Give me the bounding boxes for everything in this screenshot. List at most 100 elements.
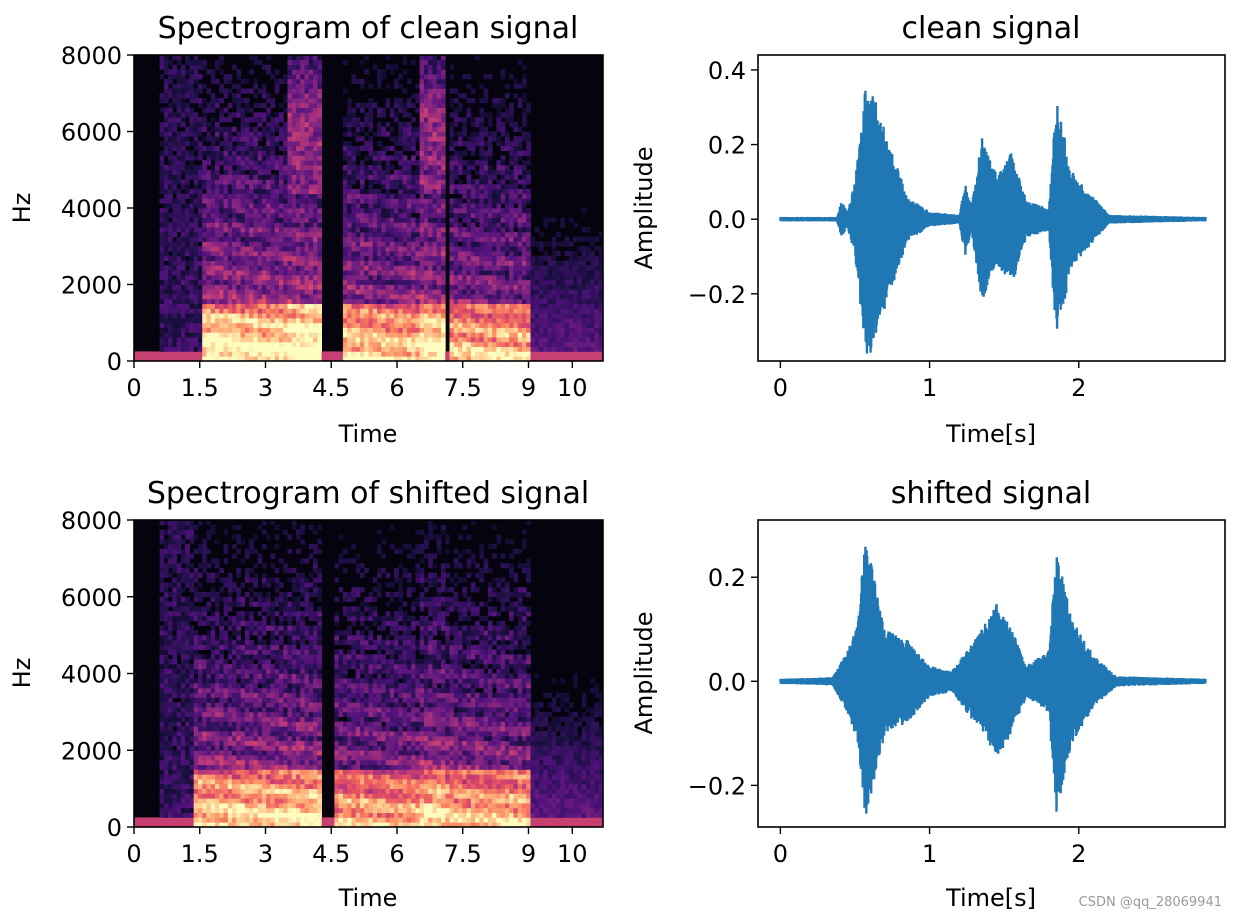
heatmap-cell bbox=[308, 270, 314, 276]
heatmap-cell bbox=[423, 332, 429, 338]
heatmap-cell bbox=[364, 231, 369, 238]
heatmap-cell bbox=[551, 265, 557, 271]
heatmap-cell bbox=[402, 341, 408, 348]
heatmap-cell bbox=[479, 313, 485, 319]
heatmap-cell bbox=[415, 203, 421, 209]
heatmap-cell bbox=[406, 332, 412, 338]
heatmap-cell bbox=[185, 203, 190, 209]
heatmap-cell bbox=[517, 327, 523, 333]
heatmap-cell bbox=[308, 141, 314, 147]
heatmap-cell bbox=[483, 241, 489, 247]
heatmap-cell bbox=[428, 83, 433, 89]
heatmap-cell bbox=[560, 241, 566, 247]
heatmap-cell bbox=[313, 337, 318, 343]
heatmap-cell bbox=[300, 241, 305, 247]
heatmap-cell bbox=[219, 107, 224, 113]
heatmap-cell bbox=[270, 141, 276, 147]
heatmap-cell bbox=[581, 255, 587, 261]
heatmap-cell bbox=[342, 332, 348, 338]
heatmap-cell bbox=[287, 265, 293, 271]
heatmap-cell bbox=[398, 298, 404, 305]
heatmap-cell bbox=[236, 83, 241, 89]
heatmap-cell bbox=[197, 102, 203, 108]
heatmap-cell bbox=[197, 351, 203, 357]
heatmap-cell bbox=[530, 341, 536, 348]
heatmap-cell bbox=[159, 208, 165, 214]
heatmap-cell bbox=[581, 284, 587, 290]
heatmap-cell bbox=[385, 231, 391, 238]
heatmap-cell bbox=[428, 64, 433, 70]
heatmap-cell bbox=[266, 188, 271, 195]
heatmap-cell bbox=[304, 193, 310, 199]
heatmap-cell bbox=[347, 141, 352, 147]
heatmap-cell bbox=[308, 332, 314, 338]
heatmap-cell bbox=[364, 279, 369, 285]
heatmap-cell bbox=[419, 246, 425, 252]
heatmap-cell bbox=[359, 341, 365, 348]
heatmap-cell bbox=[253, 126, 259, 132]
heatmap-cell bbox=[176, 337, 182, 343]
heatmap-cell bbox=[500, 332, 506, 338]
heatmap-cell bbox=[163, 112, 169, 118]
heatmap-cell bbox=[436, 74, 442, 80]
heatmap-cell bbox=[432, 265, 438, 271]
heatmap-cell bbox=[543, 298, 548, 305]
heatmap-cell bbox=[168, 346, 173, 352]
heatmap-cell bbox=[458, 255, 463, 261]
heatmap-cell bbox=[543, 313, 548, 319]
heatmap-cell bbox=[232, 203, 237, 209]
heatmap-cell bbox=[146, 356, 152, 362]
heatmap-cell bbox=[556, 289, 561, 295]
heatmap-cell bbox=[287, 117, 293, 123]
heatmap-cell bbox=[526, 169, 531, 175]
heatmap-cell bbox=[317, 265, 322, 271]
heatmap-cell bbox=[394, 298, 399, 305]
heatmap-cell bbox=[223, 351, 229, 357]
heatmap-cell bbox=[206, 169, 212, 175]
heatmap-cell bbox=[261, 179, 267, 185]
heatmap-cell bbox=[236, 289, 241, 295]
heatmap-cell bbox=[317, 126, 322, 132]
heatmap-cell bbox=[342, 174, 348, 180]
heatmap-cell bbox=[487, 74, 493, 80]
heatmap-cell bbox=[406, 351, 412, 357]
heatmap-cell bbox=[313, 64, 318, 70]
heatmap-cell bbox=[219, 88, 224, 94]
heatmap-cell bbox=[176, 117, 182, 123]
heatmap-cell bbox=[317, 217, 322, 223]
heatmap-cell bbox=[206, 145, 212, 152]
heatmap-cell bbox=[432, 246, 438, 252]
heatmap-cell bbox=[594, 351, 600, 357]
heatmap-cell bbox=[539, 317, 544, 324]
heatmap-cell bbox=[381, 74, 386, 80]
heatmap-cell bbox=[347, 317, 352, 324]
heatmap-cell bbox=[440, 289, 446, 295]
heatmap-cell bbox=[266, 98, 271, 104]
heatmap-cell bbox=[227, 303, 233, 309]
heatmap-cell bbox=[296, 160, 301, 166]
heatmap-cell bbox=[180, 64, 186, 70]
heatmap-cell bbox=[483, 346, 489, 352]
heatmap-cell bbox=[232, 289, 237, 295]
heatmap-cell bbox=[359, 107, 365, 113]
heatmap-cell bbox=[423, 279, 429, 285]
heatmap-cell bbox=[210, 222, 216, 228]
heatmap-cell bbox=[168, 198, 173, 204]
heatmap-cell bbox=[313, 255, 318, 261]
heatmap-cell bbox=[521, 317, 527, 324]
heatmap-cell bbox=[551, 327, 557, 333]
heatmap-cell bbox=[274, 208, 280, 214]
heatmap-cell bbox=[193, 255, 199, 261]
heatmap-cell bbox=[462, 289, 467, 295]
heatmap-cell bbox=[278, 231, 284, 238]
heatmap-cell bbox=[283, 160, 288, 166]
heatmap-cell bbox=[347, 102, 352, 108]
heatmap-cell bbox=[232, 270, 237, 276]
heatmap-cell bbox=[517, 346, 523, 352]
heatmap-cell bbox=[163, 317, 169, 324]
heatmap-cell bbox=[500, 112, 506, 118]
heatmap-cell bbox=[215, 126, 220, 132]
heatmap-cell bbox=[347, 298, 352, 305]
heatmap-cell bbox=[163, 241, 169, 247]
heatmap-cell bbox=[458, 169, 463, 175]
